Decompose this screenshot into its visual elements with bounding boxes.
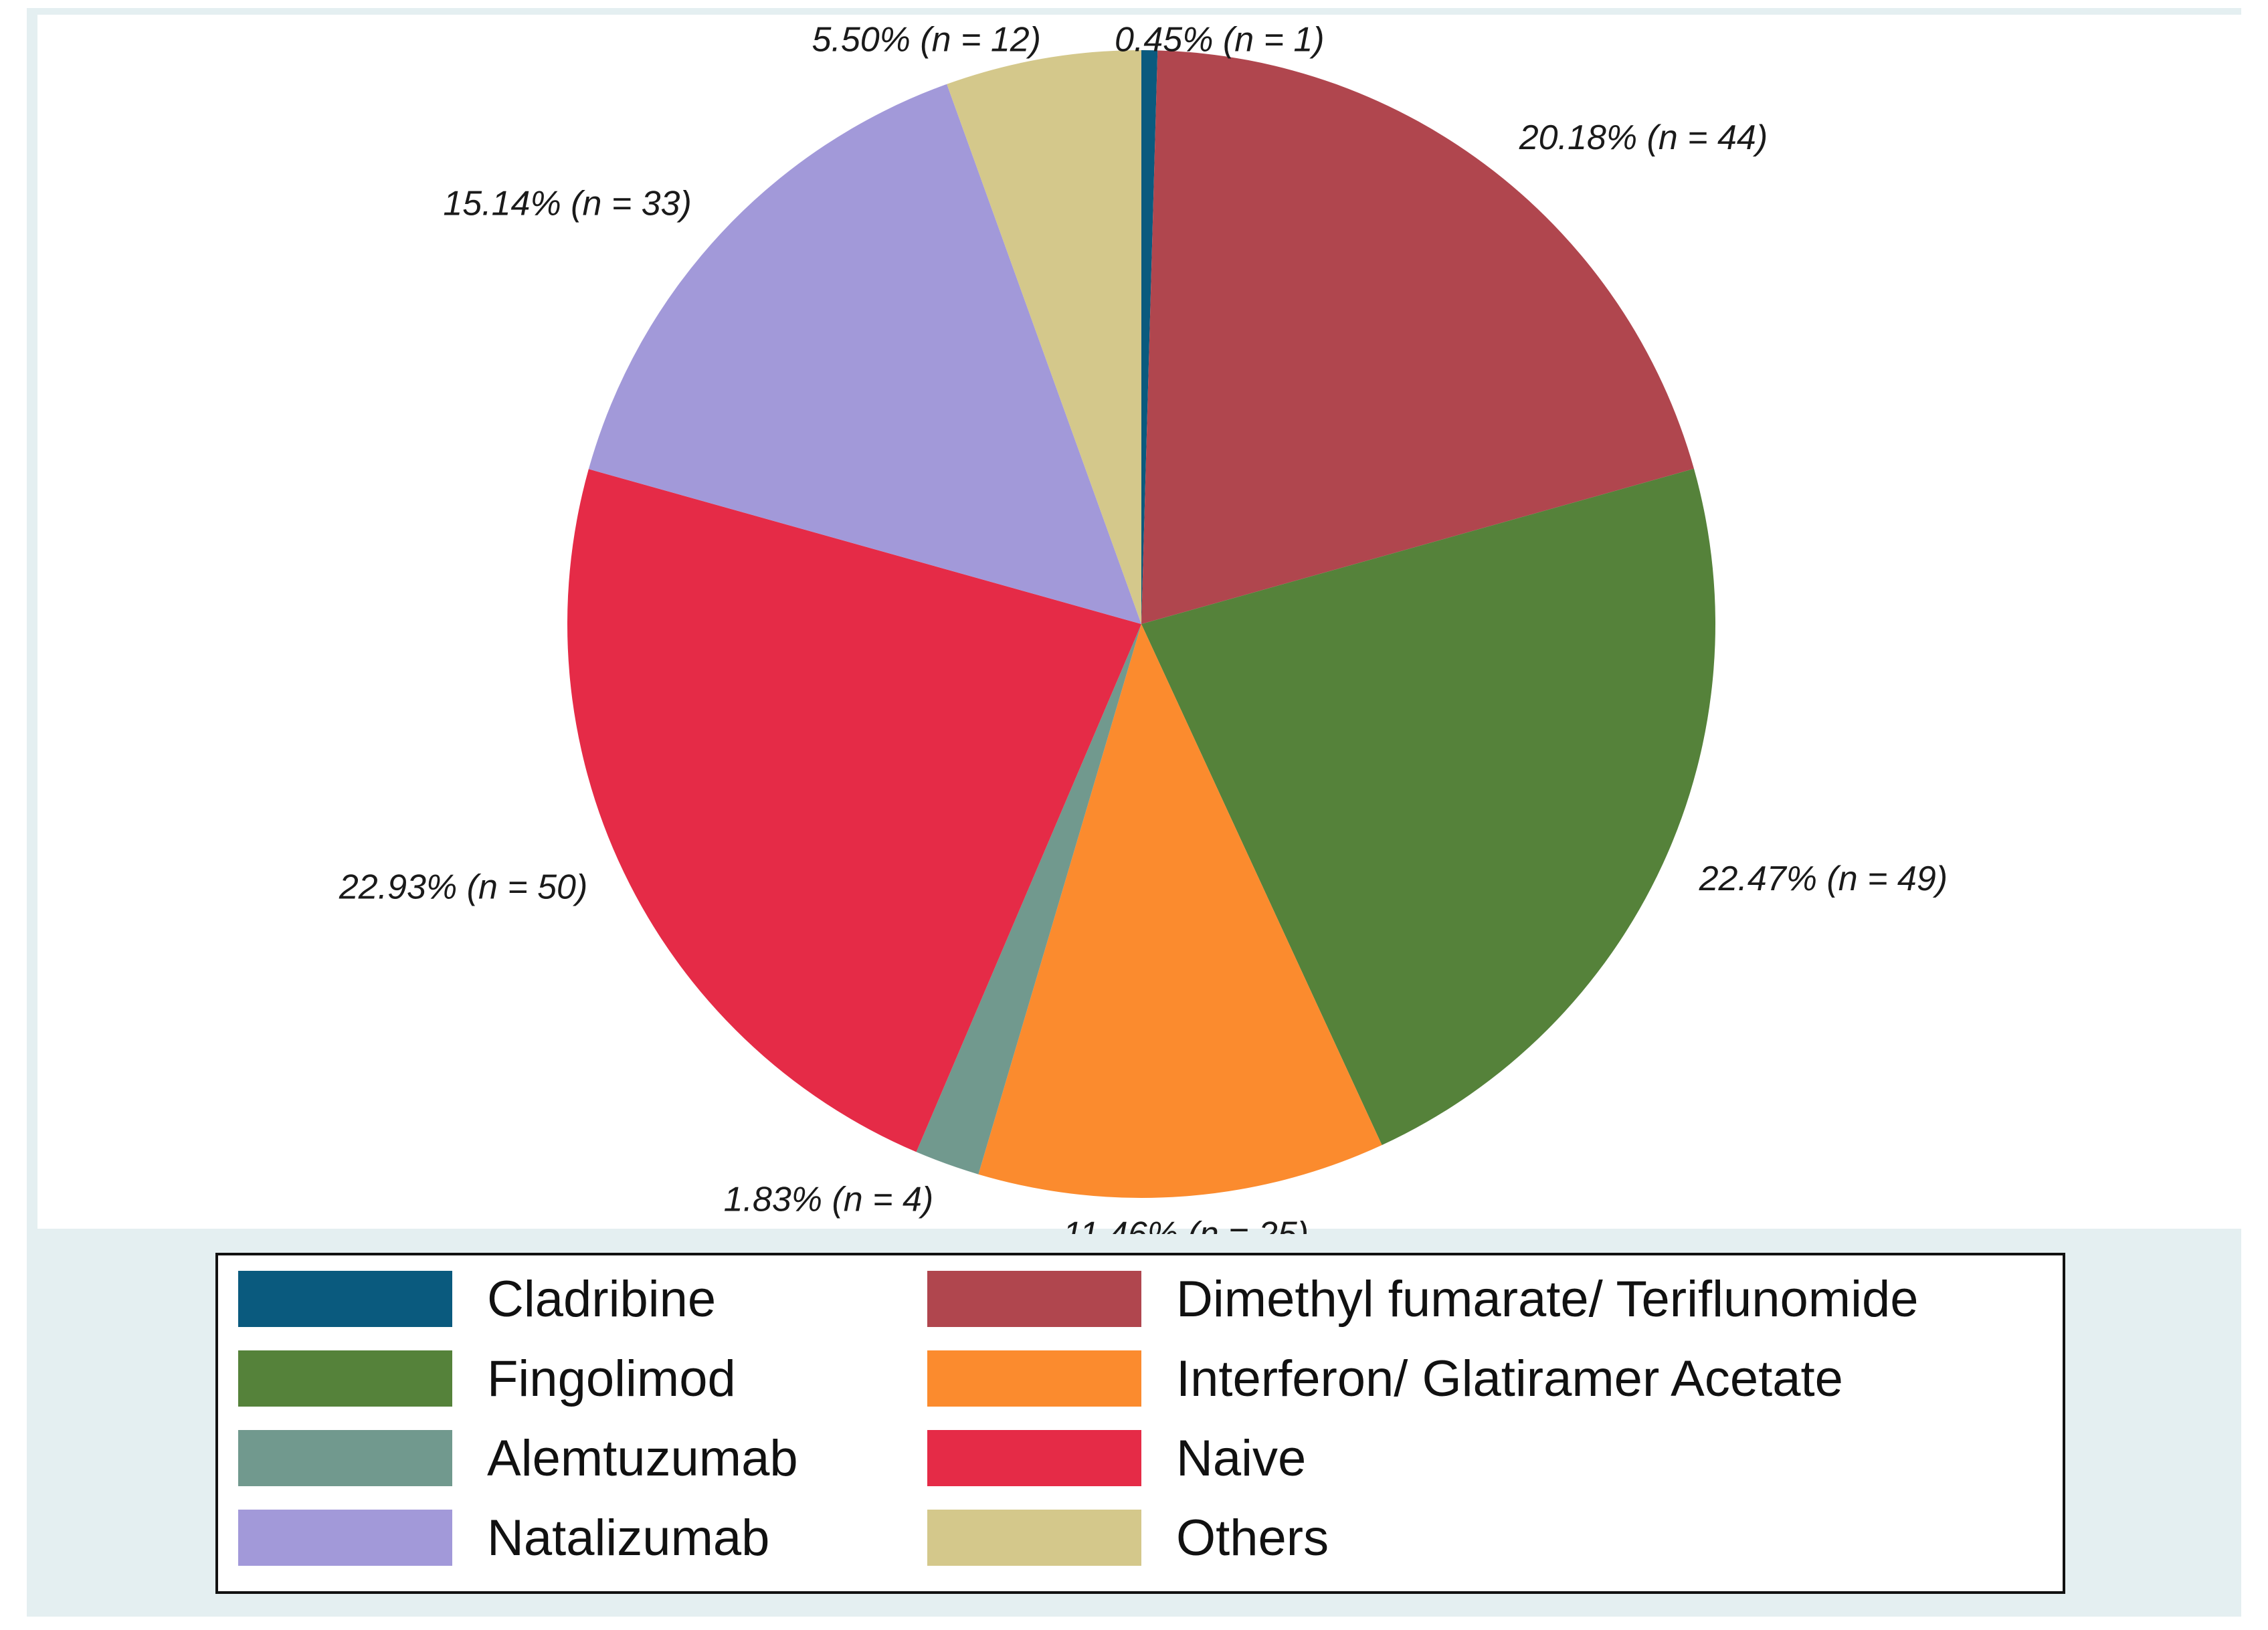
legend-swatch	[927, 1430, 1141, 1486]
slice-label-naive: 22.93% (n = 50)	[339, 868, 587, 907]
legend-label: Natalizumab	[487, 1509, 770, 1566]
legend-swatch	[238, 1271, 452, 1327]
legend-label: Fingolimod	[487, 1350, 736, 1407]
pie-slice-labels: 0.45% (n = 1) 20.18% (n = 44) 22.47% (n = …	[339, 21, 1948, 1234]
pie-slice-interferon-glatiramer-acetate	[978, 624, 1382, 1198]
pie-slice-natalizumab	[588, 84, 1141, 624]
legend-swatch	[927, 1350, 1141, 1407]
slice-label-natalizumab: 15.14% (n = 33)	[443, 185, 691, 223]
pie-chart: 0.45% (n = 1) 20.18% (n = 44) 22.47% (n = …	[339, 21, 1948, 1234]
legend: Cladribine Dimethyl fumarate/ Teriflunomi…	[215, 1253, 2065, 1594]
legend-item-others: Others	[927, 1508, 1329, 1568]
legend-swatch	[927, 1510, 1141, 1566]
slice-label-cladribine: 0.45% (n = 1)	[1115, 21, 1325, 60]
slice-label-dimethyl-fumarate-teriflunomide: 20.18% (n = 44)	[1519, 118, 1768, 157]
legend-label: Cladribine	[487, 1270, 717, 1328]
legend-item-dimethyl-fumarate-teriflunomide: Dimethyl fumarate/ Teriflunomide	[927, 1269, 1919, 1329]
legend-swatch	[238, 1430, 452, 1486]
legend-item-naive: Naive	[927, 1428, 1306, 1488]
legend-swatch	[238, 1350, 452, 1407]
slice-label-others: 5.50% (n = 12)	[812, 21, 1041, 60]
legend-label: Dimethyl fumarate/ Teriflunomide	[1176, 1270, 1919, 1328]
pie-slices	[567, 49, 1715, 1198]
pie-slice-alemtuzumab	[916, 624, 1141, 1175]
legend-label: Naive	[1176, 1429, 1307, 1487]
legend-item-alemtuzumab: Alemtuzumab	[238, 1428, 798, 1488]
slice-label-interferon-glatiramer-acetate: 11.46% (n = 25)	[1062, 1215, 1309, 1234]
legend-label: Interferon/ Glatiramer Acetate	[1176, 1350, 1843, 1407]
slice-label-fingolimod: 22.47% (n = 49)	[1699, 859, 1948, 898]
legend-label: Others	[1176, 1509, 1329, 1566]
pie-slice-cladribine	[1141, 49, 1158, 624]
legend-item-interferon-glatiramer-acetate: Interferon/ Glatiramer Acetate	[927, 1348, 1843, 1409]
legend-swatch	[927, 1271, 1141, 1327]
pie-slice-dimethyl-fumarate-teriflunomide	[1141, 50, 1694, 625]
legend-item-natalizumab: Natalizumab	[238, 1508, 769, 1568]
legend-item-fingolimod: Fingolimod	[238, 1348, 736, 1409]
pie-slice-fingolimod	[1141, 468, 1715, 1146]
legend-label: Alemtuzumab	[487, 1429, 798, 1487]
pie-slice-naive	[567, 469, 1141, 1152]
legend-item-cladribine: Cladribine	[238, 1269, 716, 1329]
pie-slice-others	[947, 49, 1141, 624]
slice-label-alemtuzumab: 1.83% (n = 4)	[724, 1181, 934, 1219]
legend-swatch	[238, 1510, 452, 1566]
